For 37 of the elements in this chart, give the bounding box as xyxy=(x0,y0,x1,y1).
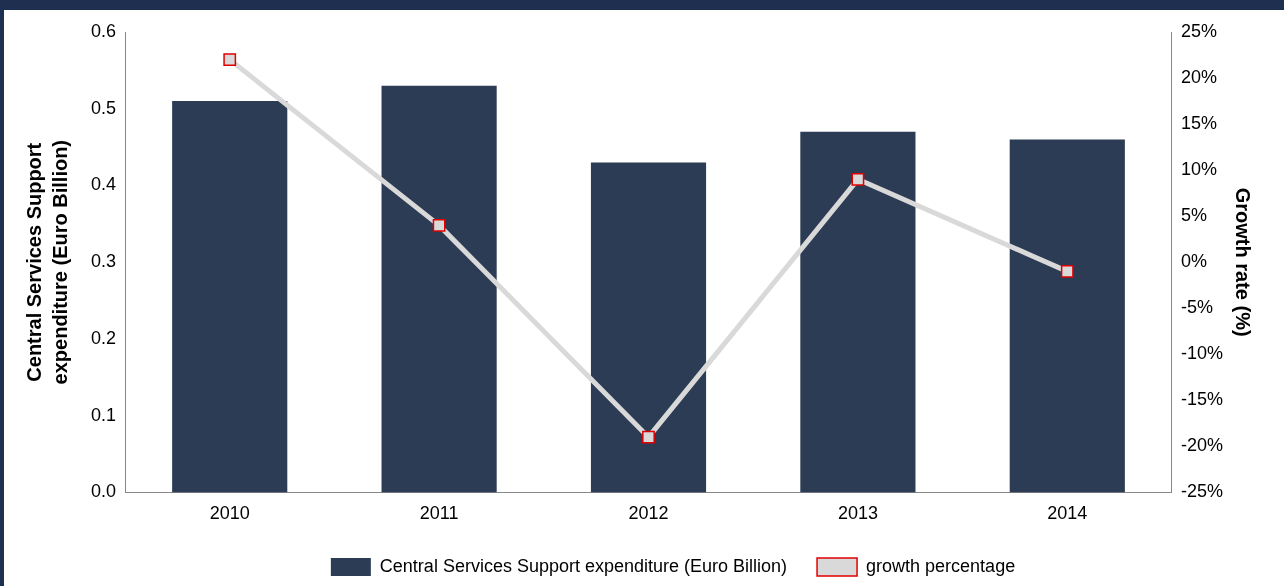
point xyxy=(223,53,237,67)
x-tick-label: 2012 xyxy=(628,503,669,524)
y-tick-label: 0.6 xyxy=(90,20,117,41)
bar xyxy=(381,85,497,493)
y-tick-label: 0.0 xyxy=(90,481,117,502)
y2-tick-label: -10% xyxy=(1180,343,1224,364)
point xyxy=(851,172,865,186)
y2-tick-label: 20% xyxy=(1180,67,1218,88)
point xyxy=(642,430,655,444)
y2-tick-label: 0% xyxy=(1180,251,1207,272)
y2-tick-label: 5% xyxy=(1180,205,1207,226)
legend-label: Central Services Support expenditure (Euro Billion) xyxy=(379,555,788,576)
y2-tick-label: -20% xyxy=(1180,435,1224,456)
point xyxy=(1060,265,1074,278)
y-tick-label: 0.5 xyxy=(90,97,117,118)
y2-tick-label: -15% xyxy=(1180,389,1224,410)
point xyxy=(432,218,446,232)
legend-label: growth percentage xyxy=(866,555,1016,576)
y-tick-label: 0.3 xyxy=(90,251,117,272)
y-tick-label: 0.1 xyxy=(90,404,117,425)
y2-axis-title: Growth rate (%) xyxy=(1232,187,1255,337)
y2-tick-label: 25% xyxy=(1180,20,1218,41)
bar xyxy=(172,101,288,493)
y2-tick-label: 10% xyxy=(1180,159,1218,180)
x-tick-label: 2014 xyxy=(1047,503,1088,524)
x-tick-label: 2011 xyxy=(419,503,459,524)
y2-tick-label: -5% xyxy=(1180,297,1213,318)
x-tick-label: 2010 xyxy=(209,503,250,524)
x-tick-label: 2013 xyxy=(837,503,878,524)
y2-tick-label: -25% xyxy=(1180,481,1224,502)
y-tick-label: 0.4 xyxy=(90,174,117,195)
bar xyxy=(800,131,916,493)
bar xyxy=(590,162,707,493)
bar xyxy=(1009,139,1125,493)
y2-tick-label: 15% xyxy=(1180,113,1218,134)
y-tick-label: 0.2 xyxy=(90,327,117,348)
y-axis-title: Central Services Support expenditure (Euro Billion) xyxy=(22,139,71,385)
